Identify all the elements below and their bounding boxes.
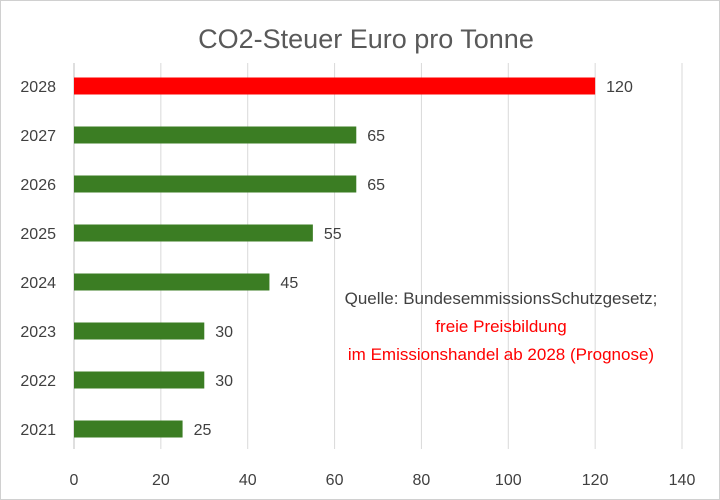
bar	[74, 126, 357, 144]
y-tick-label: 2025	[20, 226, 56, 243]
y-tick-label: 2026	[20, 177, 56, 194]
data-label: 55	[324, 226, 342, 243]
annotation-line-2: freie Preisbildung	[435, 317, 566, 336]
bar	[74, 77, 596, 95]
bar	[74, 371, 205, 389]
data-label: 65	[367, 177, 385, 194]
y-tick-label: 2022	[20, 373, 56, 390]
x-tick-label: 20	[152, 472, 170, 489]
data-label: 120	[606, 79, 633, 96]
annotation-line-3: im Emissionshandel ab 2028 (Prognose)	[348, 345, 654, 364]
x-tick-label: 0	[70, 472, 79, 489]
y-tick-label: 2021	[20, 422, 56, 439]
bar	[74, 224, 313, 242]
y-tick-label: 2028	[20, 79, 56, 96]
x-axis-labels: 0 20 40 60 80 100 120 140	[70, 472, 696, 489]
chart-title: CO2-Steuer Euro pro Tonne	[198, 24, 534, 54]
data-label: 45	[280, 275, 298, 292]
bars	[74, 77, 596, 438]
x-tick-label: 100	[495, 472, 522, 489]
data-labels: 120 65 65 55 45 30 30 25	[194, 79, 633, 439]
x-tick-label: 140	[669, 472, 696, 489]
y-axis-labels: 2028 2027 2026 2025 2024 2023 2022 2021	[20, 79, 56, 439]
bar	[74, 322, 205, 340]
bar	[74, 175, 357, 193]
data-label: 30	[215, 324, 233, 341]
bar	[74, 273, 270, 291]
y-tick-label: 2023	[20, 324, 56, 341]
data-label: 65	[367, 128, 385, 145]
bar	[74, 420, 183, 438]
grid-lines	[73, 63, 683, 449]
data-label: 25	[194, 422, 212, 439]
y-tick-label: 2024	[20, 275, 56, 292]
source-annotation: Quelle: BundesemmissionsSchutzgesetz; fr…	[345, 289, 658, 364]
y-tick-label: 2027	[20, 128, 56, 145]
x-tick-label: 120	[582, 472, 609, 489]
x-tick-label: 60	[326, 472, 344, 489]
annotation-source: Quelle: BundesemmissionsSchutzgesetz;	[345, 289, 658, 308]
data-label: 30	[215, 373, 233, 390]
x-tick-label: 40	[239, 472, 257, 489]
x-tick-label: 80	[413, 472, 431, 489]
